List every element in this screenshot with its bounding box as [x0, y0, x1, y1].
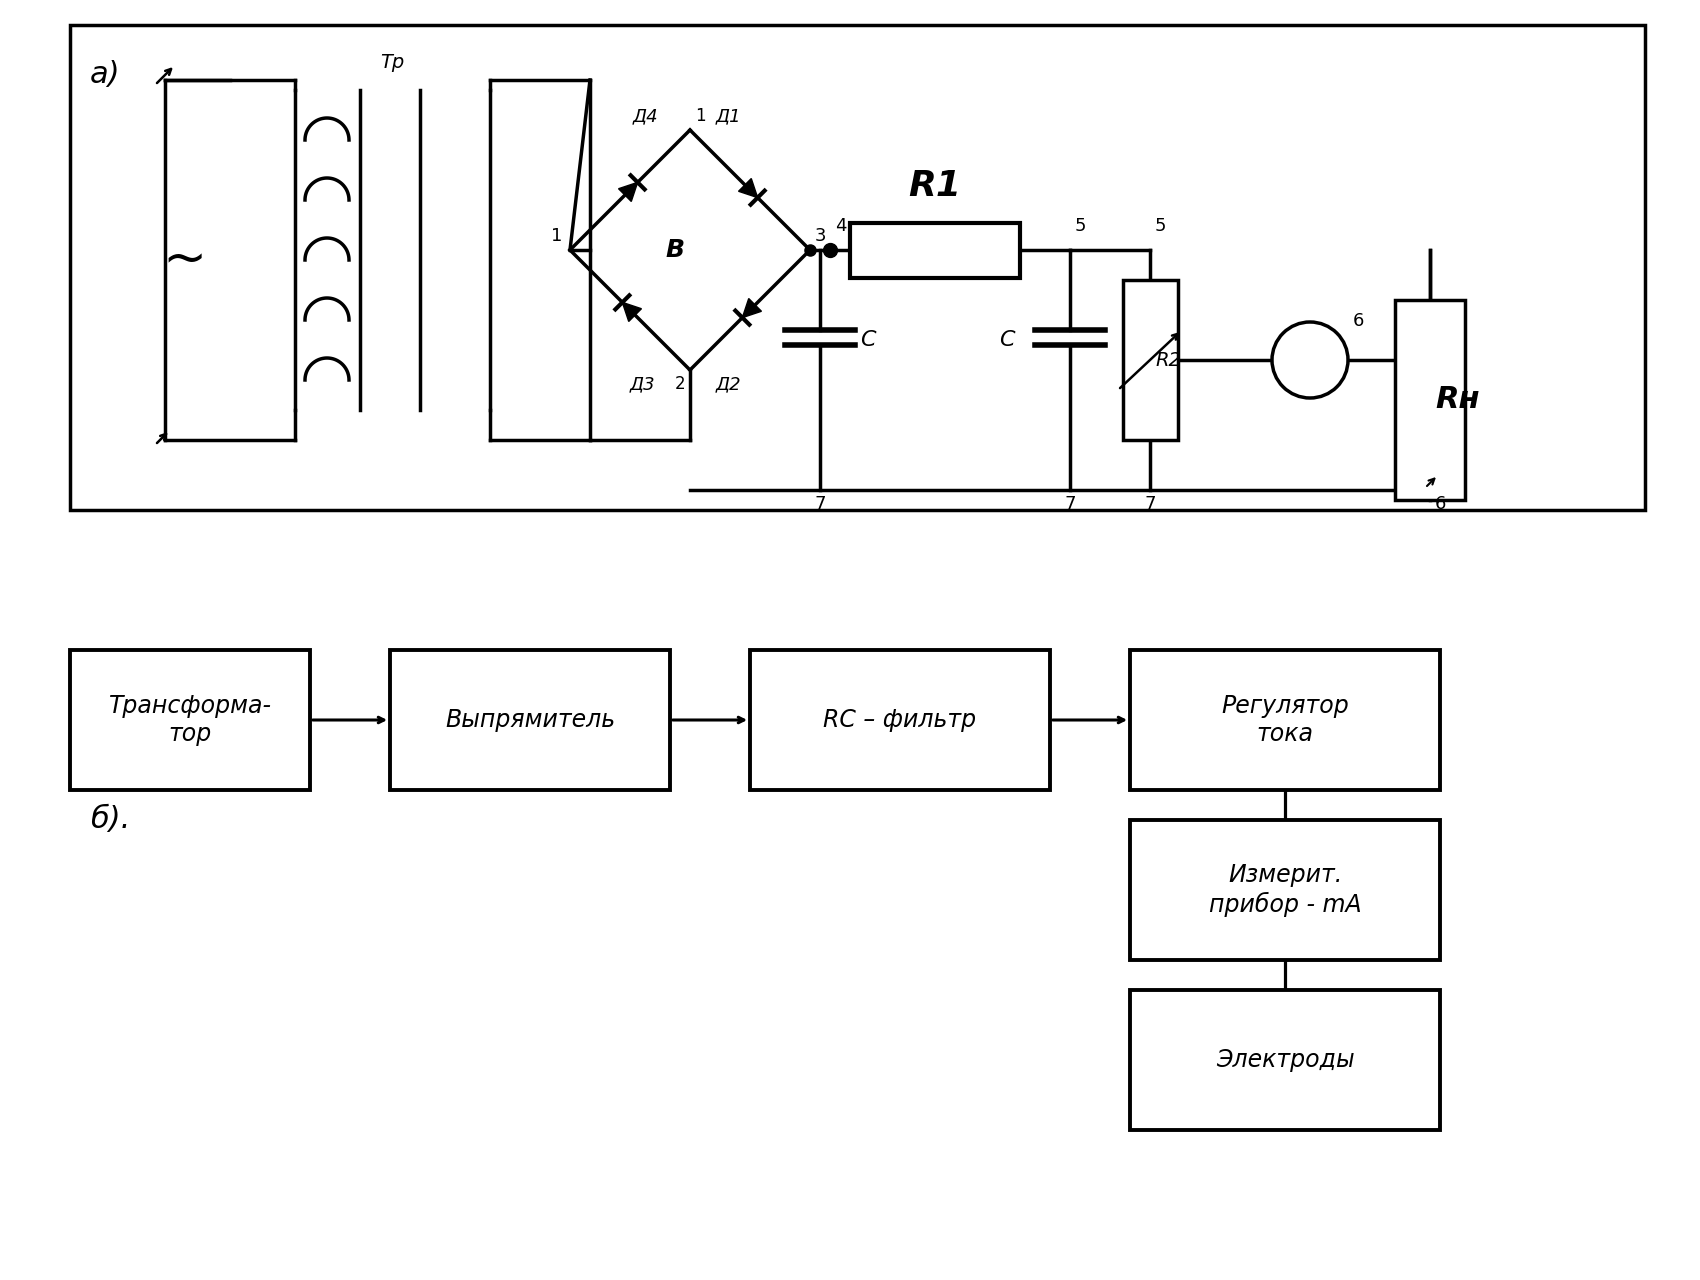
Bar — [1130, 989, 1440, 1130]
Text: C: C — [860, 330, 876, 349]
Text: ~: ~ — [163, 234, 207, 285]
Text: Выпрямитель: Выпрямитель — [445, 708, 615, 732]
Text: Д2: Д2 — [716, 375, 741, 393]
Text: Rн: Rн — [1435, 385, 1479, 415]
Text: Тр: Тр — [379, 52, 405, 72]
Text: 7: 7 — [814, 495, 826, 513]
Bar — [850, 223, 1020, 278]
Text: 6: 6 — [1435, 495, 1447, 513]
Text: 7: 7 — [1144, 495, 1156, 513]
Bar — [1130, 820, 1440, 960]
Bar — [1396, 300, 1465, 500]
Text: 7: 7 — [1064, 495, 1076, 513]
Text: RC – фильтр: RC – фильтр — [823, 708, 976, 732]
Text: Д3: Д3 — [629, 375, 654, 393]
Text: mA: mA — [1295, 351, 1324, 369]
Text: Д4: Д4 — [632, 108, 658, 125]
Text: B: B — [665, 238, 685, 262]
Text: 3: 3 — [814, 227, 826, 244]
Bar — [70, 650, 309, 790]
Bar — [750, 650, 1051, 790]
Text: б).: б). — [90, 805, 131, 835]
Text: 4: 4 — [835, 218, 847, 236]
Text: 5: 5 — [1154, 218, 1166, 236]
Polygon shape — [738, 178, 758, 197]
Text: 2: 2 — [675, 375, 685, 393]
Text: 1: 1 — [551, 227, 563, 244]
Polygon shape — [622, 302, 641, 321]
Circle shape — [1272, 323, 1348, 398]
Text: 6: 6 — [1353, 312, 1365, 330]
Text: R1: R1 — [908, 169, 962, 202]
Polygon shape — [619, 182, 638, 201]
Text: R2: R2 — [1154, 351, 1182, 370]
Text: C: C — [1000, 330, 1015, 349]
Bar — [1124, 280, 1178, 440]
Polygon shape — [743, 298, 762, 317]
Text: Регулятор
тока: Регулятор тока — [1221, 694, 1348, 746]
Text: Трансформа-
тор: Трансформа- тор — [109, 694, 272, 746]
Text: 5: 5 — [1074, 218, 1086, 236]
Text: Д1: Д1 — [716, 108, 741, 125]
Bar — [70, 26, 1646, 509]
Text: 1: 1 — [695, 108, 706, 125]
Text: а): а) — [90, 60, 121, 90]
Text: Электроды: Электроды — [1216, 1048, 1355, 1073]
Bar — [1130, 650, 1440, 790]
Text: Измерит.
прибор - mA: Измерит. прибор - mA — [1209, 864, 1362, 916]
Bar — [389, 650, 670, 790]
